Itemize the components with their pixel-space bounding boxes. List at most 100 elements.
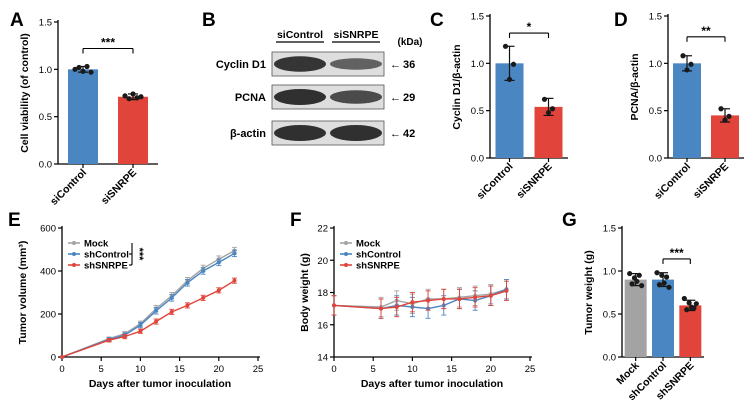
panel-letter-a: A [10,10,24,31]
data-point [656,282,663,288]
data-point [473,295,478,300]
x-tick-label: siSNRPE [99,167,139,207]
data-point [185,280,190,285]
legend-label: shSNRPE [84,261,128,272]
protein-band [274,125,326,141]
blot-row-0: Cyclin D1 ← 36 [216,51,415,77]
y-tick-label: 0.0 [39,160,52,171]
data-point [138,323,143,328]
blot-row-1: PCNA ← 29 [235,84,415,110]
protein-band [330,58,382,70]
panel-letter-d: D [614,10,628,31]
x-tick-label: siControl [48,167,89,208]
kda-arrow: ← [390,59,401,71]
y-tick-label: 20 [317,256,328,267]
series-line [333,288,507,308]
data-point [506,76,513,83]
x-tick-label: 10 [135,364,146,375]
x-axis-label: Days after tumor inoculation [89,378,231,390]
data-point [201,269,206,273]
y-tick-label: 1.0 [603,267,616,278]
legend-label: shSNRPE [356,261,400,272]
data-point [122,93,128,99]
x-tick-label: 15 [174,364,185,375]
data-point [693,301,699,307]
data-point [394,305,399,310]
data-point [659,272,665,278]
y-tick-label: 0.0 [649,154,662,165]
kda-value: 29 [403,92,415,104]
significance-stars: ** [701,24,711,38]
data-point [185,303,190,308]
data-point [88,69,94,75]
data-point [639,283,645,289]
y-tick-label: 1.5 [603,224,616,235]
chart-panel-f: 14 16 18 20 22 0 5 10 15 20 25 Body weight (g) Days … [299,224,535,391]
panel-letter-b: B [202,10,216,31]
legend-label: shControl [356,250,401,261]
y-tick-label: 1.0 [649,59,662,70]
blot-row-2: β-actin ← 42 [230,120,415,146]
y-tick-label: 22 [317,224,328,235]
y-axis-label: PCNA/β-actin [629,53,641,120]
panel-letter-g: G [562,210,577,231]
data-point [107,338,112,343]
data-point [84,63,90,70]
data-point [457,296,462,301]
panel-letter-c: C [430,10,444,31]
y-tick-label: 1.5 [649,12,662,23]
bar-shSNRPE [679,305,702,357]
data-point [488,293,493,298]
x-tick-label: siControl [652,161,693,202]
series-line [333,290,507,310]
y-tick-label: 0.5 [471,106,484,117]
kda-unit-label: (kDa) [397,37,422,48]
series-line [61,280,235,358]
data-point [686,300,692,306]
y-tick-label: 0.5 [649,106,662,117]
legend-marker [344,263,348,267]
data-point [441,296,446,301]
data-point [691,305,697,311]
x-tick-label: 5 [371,364,376,375]
series-shControl [331,279,509,319]
chart-panel-c: 0.0 0.5 1.0 1.5 Cyclin D1/β-actin siControlsi… [451,12,568,202]
data-point [216,260,221,265]
x-tick-label: siControl [475,161,516,202]
data-point [232,251,237,256]
data-point [718,106,724,112]
data-point [426,298,431,303]
protein-label: β-actin [230,128,266,140]
y-axis-label: Cell viability (of control) [19,33,31,153]
legend-marker [344,252,348,256]
data-point [549,106,556,112]
panel-letter-e: E [8,210,21,231]
data-point [154,308,159,313]
data-point [379,306,384,311]
data-point [122,334,127,339]
chart-panel-a: 0.0 0.5 1.0 1.5 Cell viability (of control) s… [19,18,158,208]
data-point [688,61,694,67]
x-tick-label: 25 [253,364,264,375]
data-point [629,281,635,287]
data-point [504,288,509,293]
lane-label: siSNRPE [334,29,379,41]
protein-label: Cyclin D1 [216,59,266,71]
data-point [684,67,690,73]
y-axis-label: Cyclin D1/β-actin [451,44,463,129]
data-point [680,53,686,59]
kda-arrow: ← [390,92,401,104]
data-point [138,329,143,334]
bar-siSNRPE [118,96,148,164]
data-point [726,113,732,119]
legend-label: Mock [84,239,109,250]
protein-band [330,125,382,141]
y-tick-label: 400 [40,267,56,278]
x-axis-label: Days after tumor inoculation [361,378,503,390]
legend-marker [72,263,76,267]
x-tick-label: 0 [331,364,336,375]
data-point [216,288,221,293]
data-point [722,117,728,123]
